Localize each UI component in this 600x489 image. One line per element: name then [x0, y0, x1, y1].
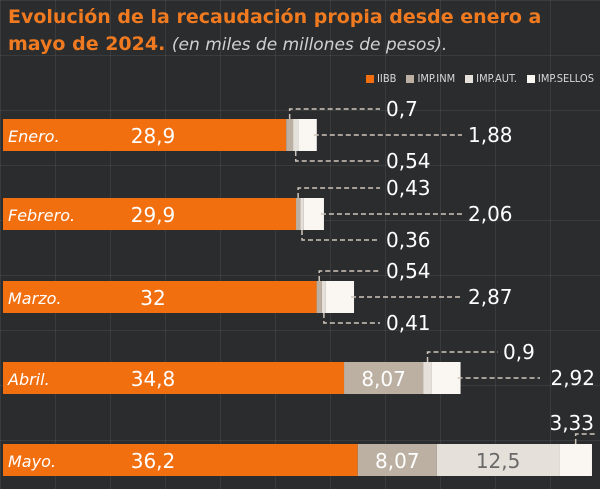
category-label-febrero: Febrero.	[8, 206, 75, 225]
bar-enero-iibb	[3, 119, 287, 151]
bar-mayo-imp-sellos	[559, 444, 592, 476]
data-label-abril-imp-sellos: 2,92	[550, 366, 595, 390]
bar-mayo-imp-aut	[436, 444, 560, 476]
bar-marzo-imp-sellos	[325, 281, 355, 313]
data-label-enero-imp-aut: 0,54	[386, 149, 431, 173]
callout-line-marzo-imp-aut	[323, 313, 380, 324]
callout-line-enero-imp-inm	[288, 108, 380, 119]
category-label-marzo: Marzo.	[8, 289, 61, 308]
bar-abril-iibb	[3, 362, 345, 394]
chart-title: Evolución de la recaudación propia desde…	[8, 4, 598, 59]
callout-line-febrero-imp-inm	[297, 187, 380, 198]
data-label-marzo-imp-sellos: 2,87	[468, 285, 513, 309]
callout-line-febrero-imp-aut	[301, 230, 380, 241]
legend-item-imp-aut: IMP.AUT.	[465, 72, 517, 85]
bar-febrero-imp-aut	[300, 198, 304, 230]
bar-enero-imp-aut	[293, 119, 299, 151]
callout-line-marzo-imp-inm	[318, 270, 380, 281]
legend-label-imp-sellos: IMP.SELLOS	[537, 72, 594, 85]
bar-marzo-imp-aut	[321, 281, 326, 313]
legend-swatch-imp-aut	[465, 74, 474, 83]
data-label-marzo-imp-inm: 0,54	[386, 259, 431, 283]
legend-item-imp-sellos: IMP.SELLOS	[526, 72, 594, 85]
bar-mayo-imp-inm	[357, 444, 437, 476]
legend-swatch-imp-inm	[406, 74, 415, 83]
chart-legend: IIBB IMP.INM IMP.AUT. IMP.SELLOS	[366, 72, 594, 85]
bar-enero-imp-sellos	[298, 119, 317, 151]
data-label-enero-imp-sellos: 1,88	[468, 123, 513, 147]
bar-abril-imp-inm	[344, 362, 424, 394]
data-label-enero-iibb: 28,9	[131, 124, 176, 148]
bar-marzo-iibb	[3, 281, 317, 313]
data-label-febrero-imp-inm: 0,43	[386, 176, 431, 200]
data-label-mayo-iibb: 36,2	[131, 449, 176, 473]
data-label-mayo-imp-inm: 8,07	[375, 449, 420, 473]
chart-title-main: Evolución de la recaudación propia desde…	[8, 6, 542, 55]
data-label-abril-iibb: 34,8	[131, 367, 176, 391]
bar-abril-imp-sellos	[431, 362, 461, 394]
data-label-marzo-iibb: 32	[140, 286, 165, 310]
data-label-marzo-imp-aut: 0,41	[386, 311, 431, 335]
data-label-febrero-imp-sellos: 2,06	[468, 202, 513, 226]
category-label-abril: Abril.	[7, 370, 50, 389]
data-label-abril-imp-aut: 0,9	[503, 340, 535, 364]
data-label-abril-imp-inm: 8,07	[361, 367, 406, 391]
data-label-mayo-imp-sellos: 3,33	[549, 411, 594, 435]
data-label-enero-imp-inm: 0,7	[386, 97, 418, 121]
legend-item-imp-inm: IMP.INM	[406, 72, 455, 85]
bar-mayo-iibb	[3, 444, 358, 476]
chart-subtitle: (en miles de millones de pesos).	[171, 35, 448, 55]
data-label-febrero-imp-aut: 0,36	[386, 228, 431, 252]
callout-line-mayo-imp-sellos	[574, 433, 595, 444]
legend-item-iibb: IIBB	[366, 72, 396, 85]
legend-swatch-iibb	[366, 74, 375, 83]
data-label-febrero-iibb: 29,9	[131, 203, 176, 227]
bar-marzo-imp-inm	[316, 281, 322, 313]
callout-line-enero-imp-aut	[294, 151, 380, 162]
legend-swatch-imp-sellos	[526, 74, 535, 83]
bar-enero-imp-inm	[286, 119, 294, 151]
legend-label-iibb: IIBB	[377, 72, 397, 85]
legend-label-imp-aut: IMP.AUT.	[476, 72, 517, 85]
category-label-enero: Enero.	[8, 127, 60, 146]
legend-label-imp-inm: IMP.INM	[417, 72, 456, 85]
bar-febrero-imp-inm	[296, 198, 301, 230]
category-label-mayo: Mayo.	[8, 452, 56, 471]
data-label-mayo-imp-aut: 12,5	[476, 449, 521, 473]
callout-line-abril-imp-aut	[426, 351, 498, 362]
bar-abril-imp-aut	[423, 362, 432, 394]
bar-febrero-iibb	[3, 198, 297, 230]
bar-febrero-imp-sellos	[303, 198, 324, 230]
